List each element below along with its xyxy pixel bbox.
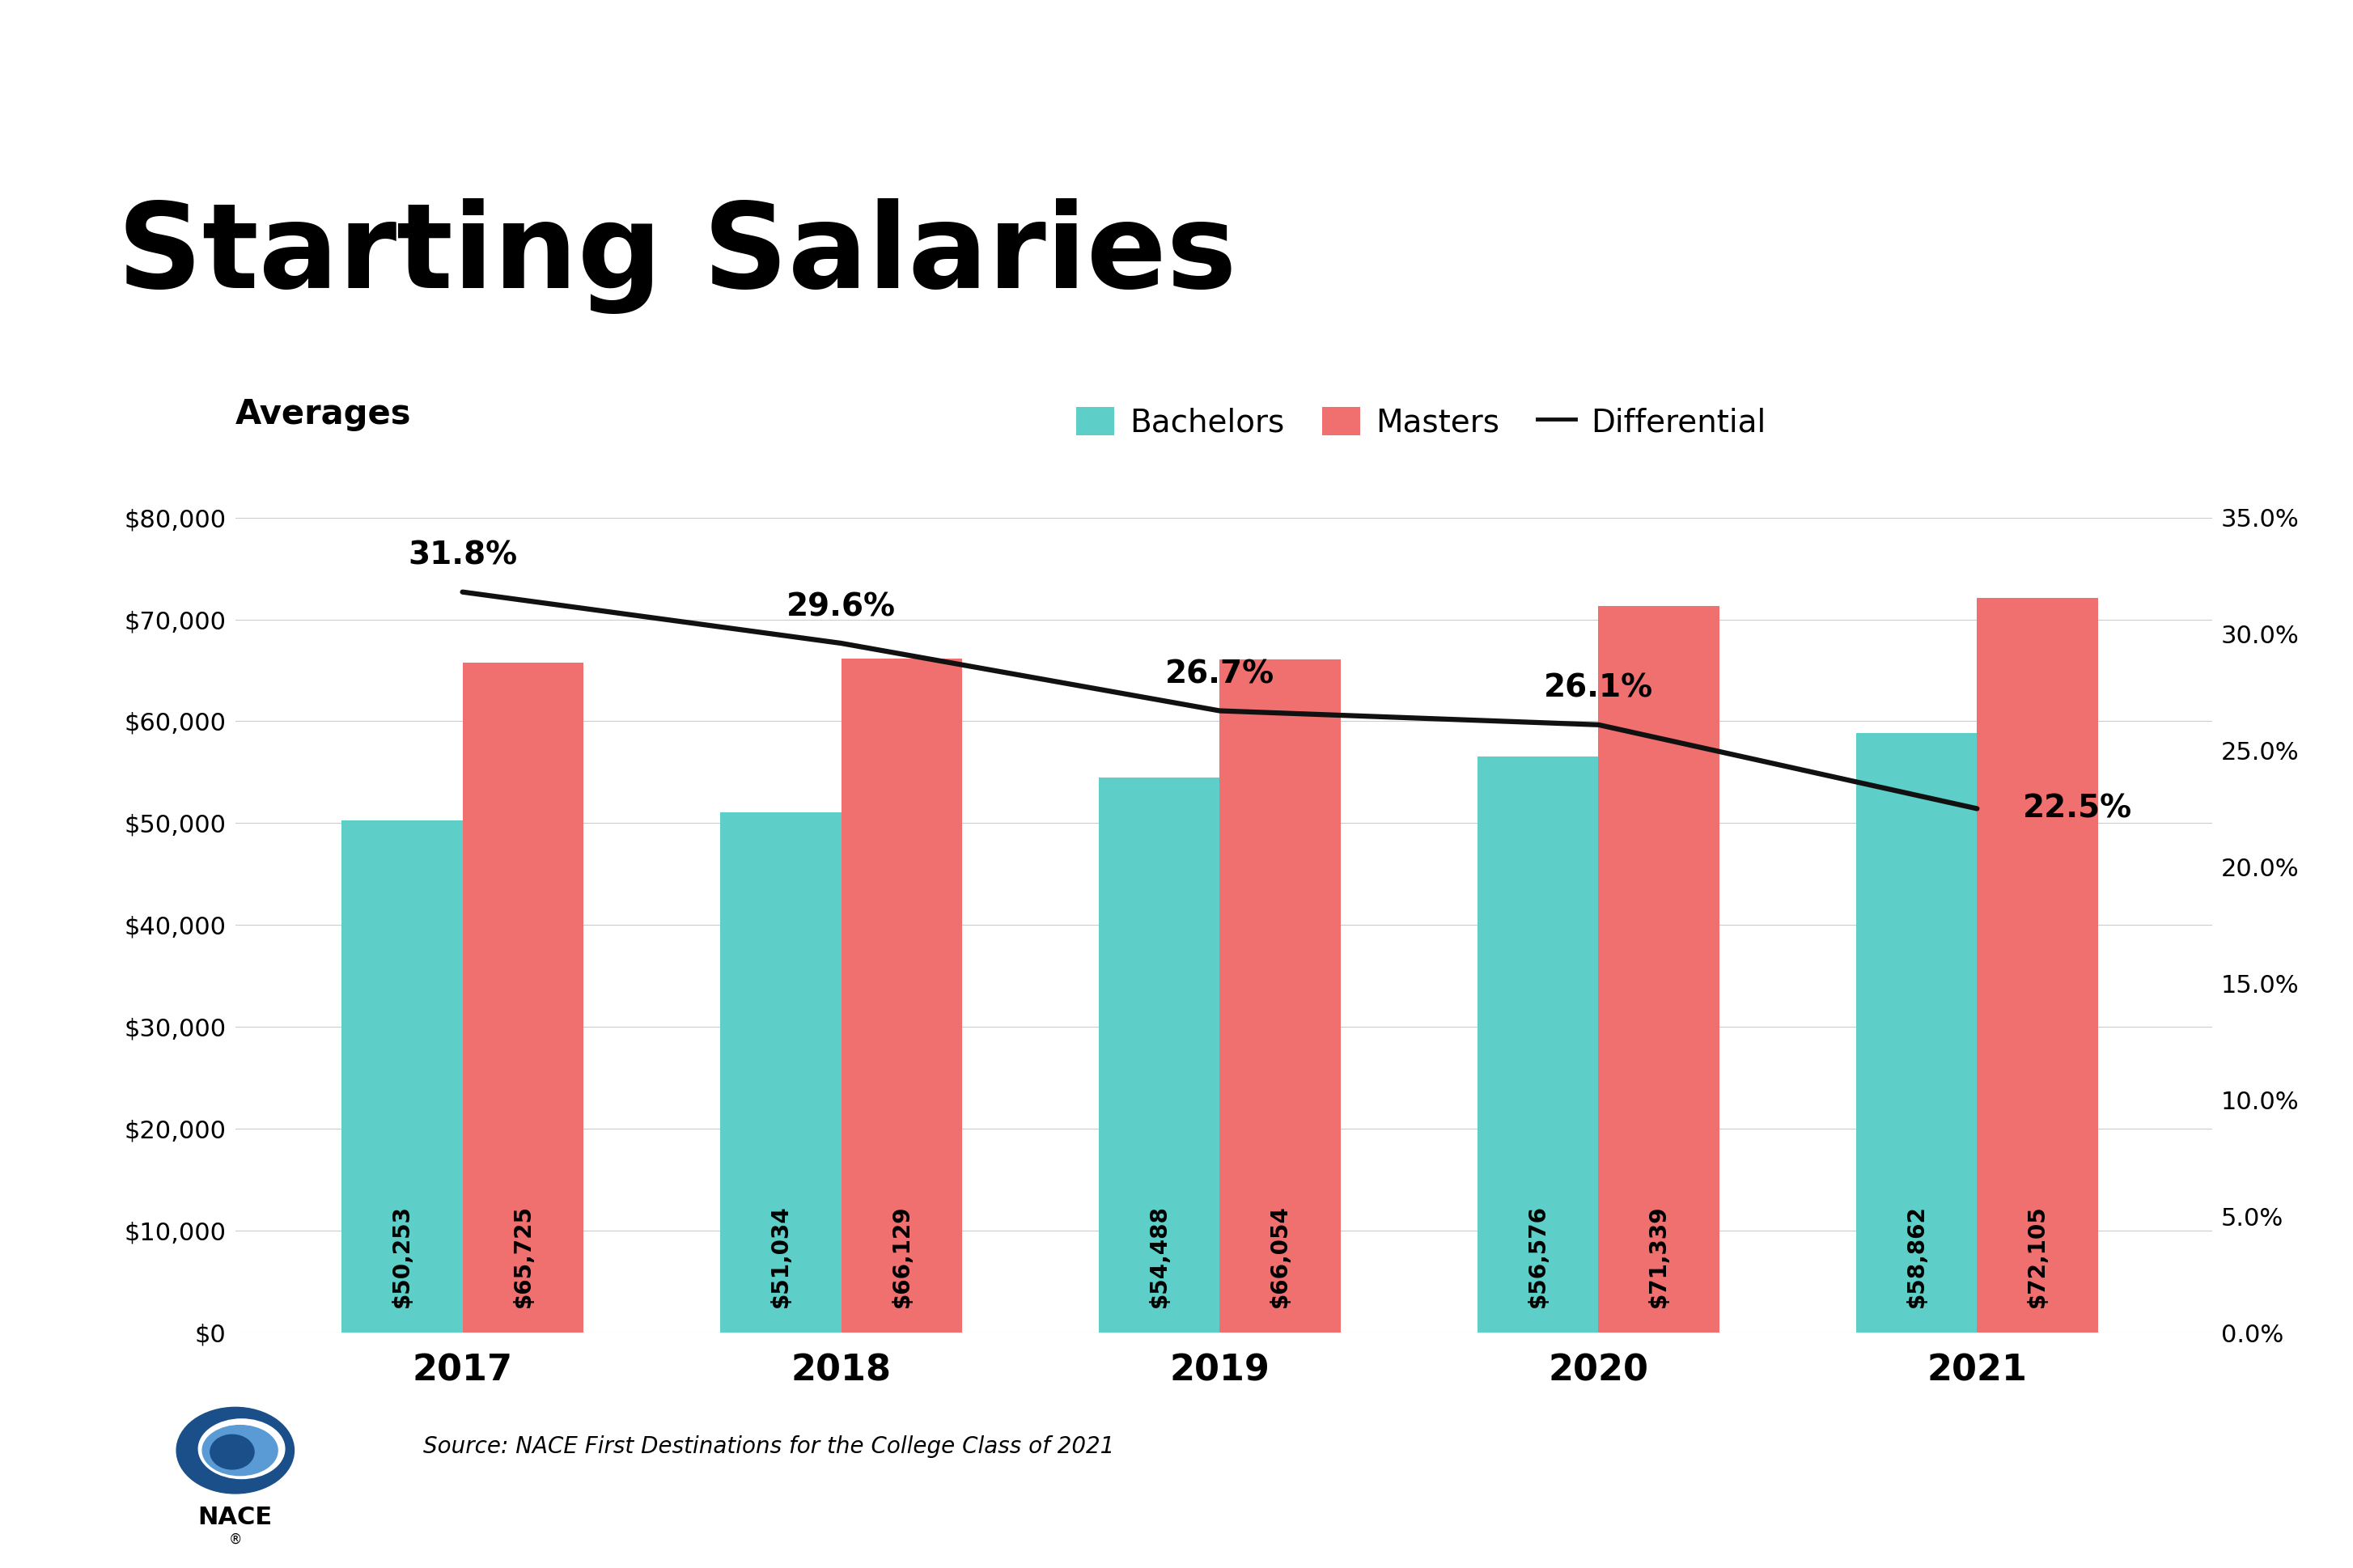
Text: 22.5%: 22.5%	[2024, 793, 2132, 825]
Text: $51,034: $51,034	[769, 1204, 793, 1308]
Text: 29.6%: 29.6%	[786, 591, 896, 622]
Bar	[840, 659, 962, 1333]
Bar	[341, 820, 464, 1333]
Ellipse shape	[209, 1435, 254, 1469]
Text: 26.1%: 26.1%	[1544, 673, 1654, 704]
Bar	[1219, 660, 1341, 1333]
Bar	[720, 812, 840, 1333]
Text: Starting Salaries: Starting Salaries	[118, 198, 1238, 314]
Text: $71,339: $71,339	[1647, 1204, 1671, 1308]
Text: $56,576: $56,576	[1527, 1204, 1548, 1308]
Bar	[1977, 597, 2099, 1333]
Bar	[1099, 778, 1219, 1333]
Ellipse shape	[176, 1408, 294, 1493]
Text: ®: ®	[228, 1532, 242, 1548]
Text: $65,725: $65,725	[511, 1204, 534, 1308]
Bar	[1857, 732, 1977, 1333]
Bar	[1598, 605, 1720, 1333]
Text: 31.8%: 31.8%	[407, 541, 518, 571]
Text: $54,488: $54,488	[1148, 1204, 1169, 1308]
Text: $58,862: $58,862	[1906, 1204, 1927, 1308]
Text: $66,129: $66,129	[889, 1204, 913, 1308]
Ellipse shape	[202, 1425, 278, 1475]
Text: Source: NACE First Destinations for the College Class of 2021: Source: NACE First Destinations for the …	[424, 1436, 1115, 1458]
Bar	[464, 663, 584, 1333]
Text: Averages: Averages	[235, 397, 412, 431]
Legend: Bachelors, Masters, Differential: Bachelors, Masters, Differential	[1075, 406, 1767, 437]
Text: NACE: NACE	[198, 1507, 273, 1529]
Ellipse shape	[198, 1419, 285, 1479]
Text: $66,054: $66,054	[1268, 1204, 1292, 1308]
Text: 26.7%: 26.7%	[1165, 659, 1275, 690]
Text: $72,105: $72,105	[2026, 1204, 2049, 1308]
Bar	[1478, 756, 1598, 1333]
Text: $50,253: $50,253	[391, 1204, 414, 1308]
